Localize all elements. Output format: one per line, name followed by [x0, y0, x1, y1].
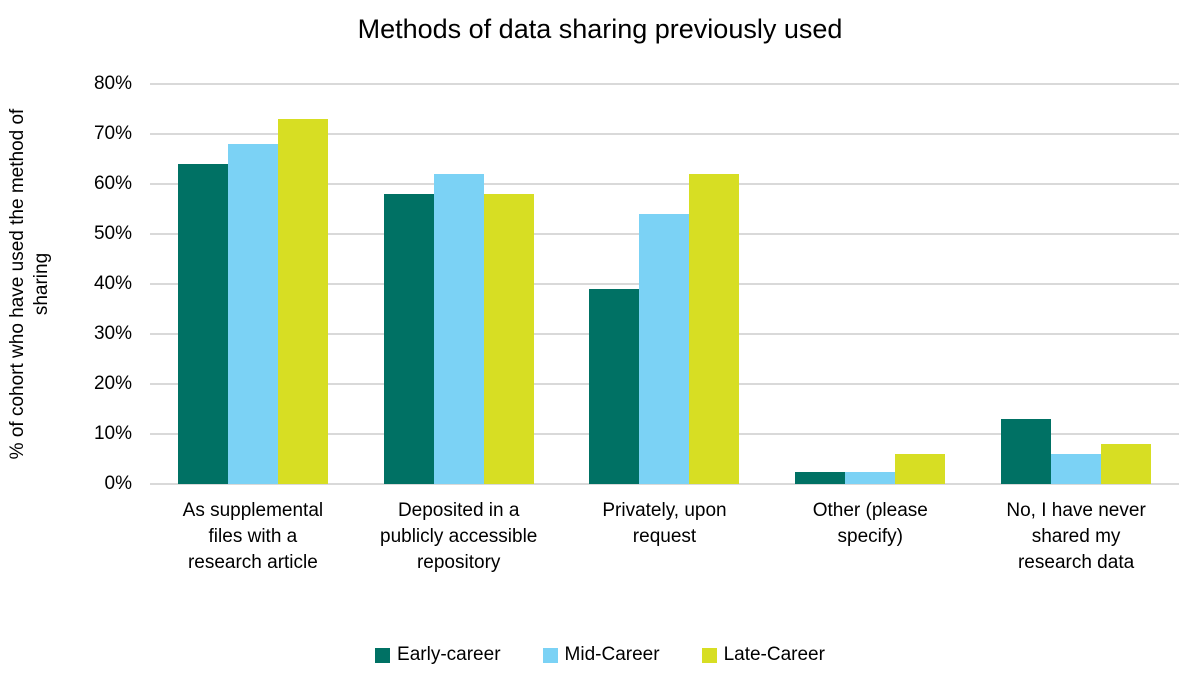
bar-late-career — [277, 119, 328, 484]
y-axis-tick-label: 50% — [93, 223, 132, 244]
legend-label: Mid-Career — [564, 644, 660, 665]
gridline — [150, 83, 1179, 85]
legend-item: Late-Career — [701, 644, 825, 666]
x-axis-slot: No, I have never shared my research data — [973, 498, 1179, 576]
y-axis-tick-label: 10% — [93, 423, 132, 444]
bar-late-career — [1101, 444, 1152, 484]
x-axis: As supplemental files with a research ar… — [150, 498, 1179, 576]
x-axis-category-label: As supplemental files with a research ar… — [182, 500, 324, 573]
y-axis: 80% 70% 60% 50% 40% 30% 20% 10% 0% — [0, 73, 140, 494]
legend-swatch-icon — [701, 647, 717, 663]
bar-mid-career — [433, 174, 484, 484]
x-axis-category-label: Privately, upon request — [602, 500, 727, 547]
y-axis-tick-label: 80% — [93, 73, 132, 94]
gridline — [150, 183, 1179, 185]
bar-mid-career — [845, 471, 896, 484]
legend-label: Late-Career — [723, 644, 825, 665]
x-axis-slot: Deposited in a publicly accessible repos… — [356, 498, 562, 576]
legend-label: Early-career — [397, 644, 501, 665]
bar-group — [562, 84, 768, 484]
bar-mid-career — [1051, 454, 1102, 484]
x-axis-slot: Other (please specify) — [767, 498, 973, 576]
bar-group — [767, 84, 973, 484]
bar-early-career — [589, 289, 640, 484]
legend: Early-career Mid-Career Late-Career — [0, 644, 1200, 666]
y-axis-tick-label: 30% — [93, 323, 132, 344]
x-axis-slot: Privately, upon request — [562, 498, 768, 576]
gridline — [150, 133, 1179, 135]
bar-mid-career — [227, 144, 278, 484]
x-axis-category-label: Other (please specify) — [812, 500, 928, 547]
bar-group — [356, 84, 562, 484]
y-axis-tick-label: 70% — [93, 123, 132, 144]
bar-early-career — [383, 194, 434, 484]
bar-late-career — [895, 454, 946, 484]
gridline — [150, 483, 1179, 485]
bar-early-career — [177, 164, 228, 484]
y-axis-tick-label: 0% — [104, 473, 132, 494]
legend-item: Early-career — [375, 644, 501, 666]
bar-late-career — [689, 174, 740, 484]
plot-area — [150, 83, 1179, 485]
bar-group — [973, 84, 1179, 484]
x-axis-category-label: No, I have never shared my research data — [1006, 500, 1146, 573]
bar-group — [150, 84, 356, 484]
legend-item: Mid-Career — [542, 644, 660, 666]
chart-title: Methods of data sharing previously used — [357, 14, 843, 44]
bar-early-career — [795, 471, 846, 484]
legend-swatch-icon — [542, 647, 558, 663]
x-axis-category-label: Deposited in a publicly accessible repos… — [380, 500, 538, 573]
bar-late-career — [483, 194, 534, 484]
bar-early-career — [1001, 419, 1052, 484]
y-axis-tick-label: 40% — [93, 273, 132, 294]
y-axis-tick-label: 20% — [93, 373, 132, 394]
x-axis-slot: As supplemental files with a research ar… — [150, 498, 356, 576]
legend-swatch-icon — [375, 647, 391, 663]
bar-mid-career — [639, 214, 690, 484]
y-axis-tick-label: 60% — [93, 173, 132, 194]
